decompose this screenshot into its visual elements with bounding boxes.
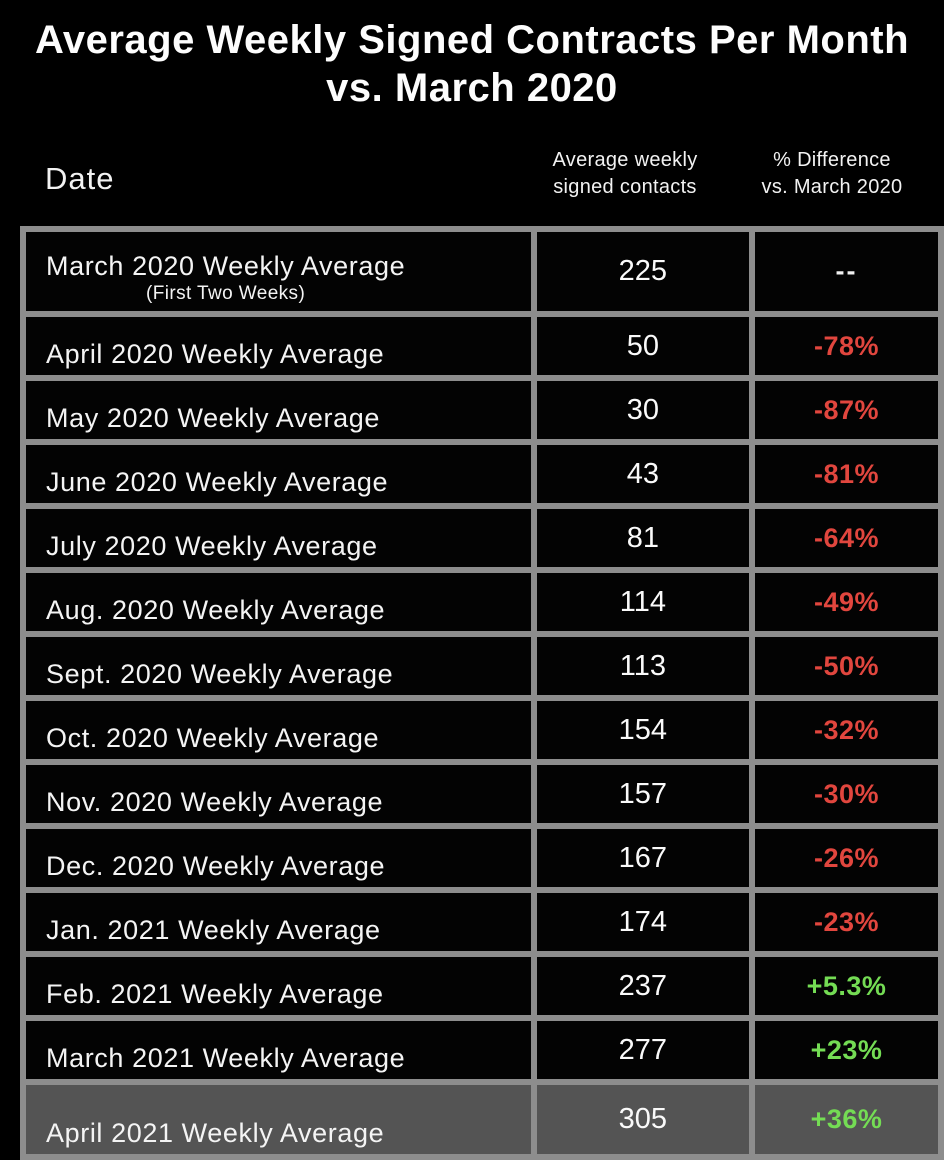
value-cell: 154 <box>536 701 750 759</box>
table-row: May 2020 Weekly Average 30 -87% <box>26 381 938 439</box>
column-header-pct-difference: % Difference vs. March 2020 <box>738 147 926 201</box>
contracts-table: March 2020 Weekly Average (First Two Wee… <box>20 226 944 1160</box>
date-cell: April 2020 Weekly Average <box>26 317 531 375</box>
diff-cell: -50% <box>755 637 938 695</box>
table-row: Dec. 2020 Weekly Average 167 -26% <box>26 829 938 887</box>
date-cell: Jan. 2021 Weekly Average <box>26 893 531 951</box>
date-cell: Feb. 2021 Weekly Average <box>26 957 531 1015</box>
page-title-line1: Average Weekly Signed Contracts Per Mont… <box>34 18 910 62</box>
value-cell: 225 <box>536 232 750 311</box>
diff-cell: +23% <box>755 1021 938 1079</box>
table-row: July 2020 Weekly Average 81 -64% <box>26 509 938 567</box>
date-cell: March 2020 Weekly Average (First Two Wee… <box>26 232 531 311</box>
column-header-diff-line2: vs. March 2020 <box>761 176 903 198</box>
value-cell: 167 <box>536 829 750 887</box>
date-cell: Nov. 2020 Weekly Average <box>26 765 531 823</box>
date-cell: May 2020 Weekly Average <box>26 381 531 439</box>
date-cell: Aug. 2020 Weekly Average <box>26 573 531 631</box>
infographic-root: { "title": { "line1": "Average Weekly Si… <box>0 16 944 1160</box>
diff-cell: -49% <box>755 573 938 631</box>
date-cell: March 2021 Weekly Average <box>26 1021 531 1079</box>
diff-cell: -30% <box>755 765 938 823</box>
date-sublabel: (First Two Weeks) <box>146 283 306 304</box>
value-cell: 114 <box>536 573 750 631</box>
table-row: Feb. 2021 Weekly Average 237 +5.3% <box>26 957 938 1015</box>
date-cell: July 2020 Weekly Average <box>26 509 531 567</box>
table-row: March 2021 Weekly Average 277 +23% <box>26 1021 938 1079</box>
diff-cell: -32% <box>755 701 938 759</box>
diff-cell: -64% <box>755 509 938 567</box>
column-header-date: Date <box>45 161 115 196</box>
value-cell: 277 <box>536 1021 750 1079</box>
table-row: Nov. 2020 Weekly Average 157 -30% <box>26 765 938 823</box>
table-row: Jan. 2021 Weekly Average 174 -23% <box>26 893 938 951</box>
diff-cell: -- <box>755 232 938 311</box>
date-cell: April 2021 Weekly Average <box>26 1085 531 1154</box>
value-cell: 237 <box>536 957 750 1015</box>
diff-cell: +36% <box>755 1085 938 1154</box>
value-cell: 174 <box>536 893 750 951</box>
value-cell: 50 <box>536 317 750 375</box>
column-header-avg-line2: signed contacts <box>553 176 697 198</box>
date-cell: Dec. 2020 Weekly Average <box>26 829 531 887</box>
column-header-diff-line1: % Difference <box>773 149 891 171</box>
table-row: March 2020 Weekly Average (First Two Wee… <box>26 232 938 311</box>
table-row: June 2020 Weekly Average 43 -81% <box>26 445 938 503</box>
diff-cell: -78% <box>755 317 938 375</box>
date-cell: June 2020 Weekly Average <box>26 445 531 503</box>
value-cell: 157 <box>536 765 750 823</box>
table-row: Oct. 2020 Weekly Average 154 -32% <box>26 701 938 759</box>
diff-cell: -81% <box>755 445 938 503</box>
table-row: Sept. 2020 Weekly Average 113 -50% <box>26 637 938 695</box>
diff-cell: +5.3% <box>755 957 938 1015</box>
value-cell: 305 <box>536 1085 750 1154</box>
contracts-table-container: March 2020 Weekly Average (First Two Wee… <box>20 226 944 1160</box>
date-label: March 2020 Weekly Average <box>46 251 406 281</box>
table-row-highlighted: April 2021 Weekly Average 305 +36% <box>26 1085 938 1154</box>
value-cell: 113 <box>536 637 750 695</box>
value-cell: 81 <box>536 509 750 567</box>
value-cell: 43 <box>536 445 750 503</box>
column-header-avg-line1: Average weekly <box>552 149 698 171</box>
date-cell: Oct. 2020 Weekly Average <box>26 701 531 759</box>
column-header-avg-contacts: Average weekly signed contacts <box>516 147 734 201</box>
diff-cell: -26% <box>755 829 938 887</box>
value-cell: 30 <box>536 381 750 439</box>
diff-cell: -23% <box>755 893 938 951</box>
page-title: Average Weekly Signed Contracts Per Mont… <box>0 16 944 112</box>
diff-cell: -87% <box>755 381 938 439</box>
table-row: April 2020 Weekly Average 50 -78% <box>26 317 938 375</box>
page-title-line2: vs. March 2020 <box>326 66 618 110</box>
date-cell: Sept. 2020 Weekly Average <box>26 637 531 695</box>
table-row: Aug. 2020 Weekly Average 114 -49% <box>26 573 938 631</box>
